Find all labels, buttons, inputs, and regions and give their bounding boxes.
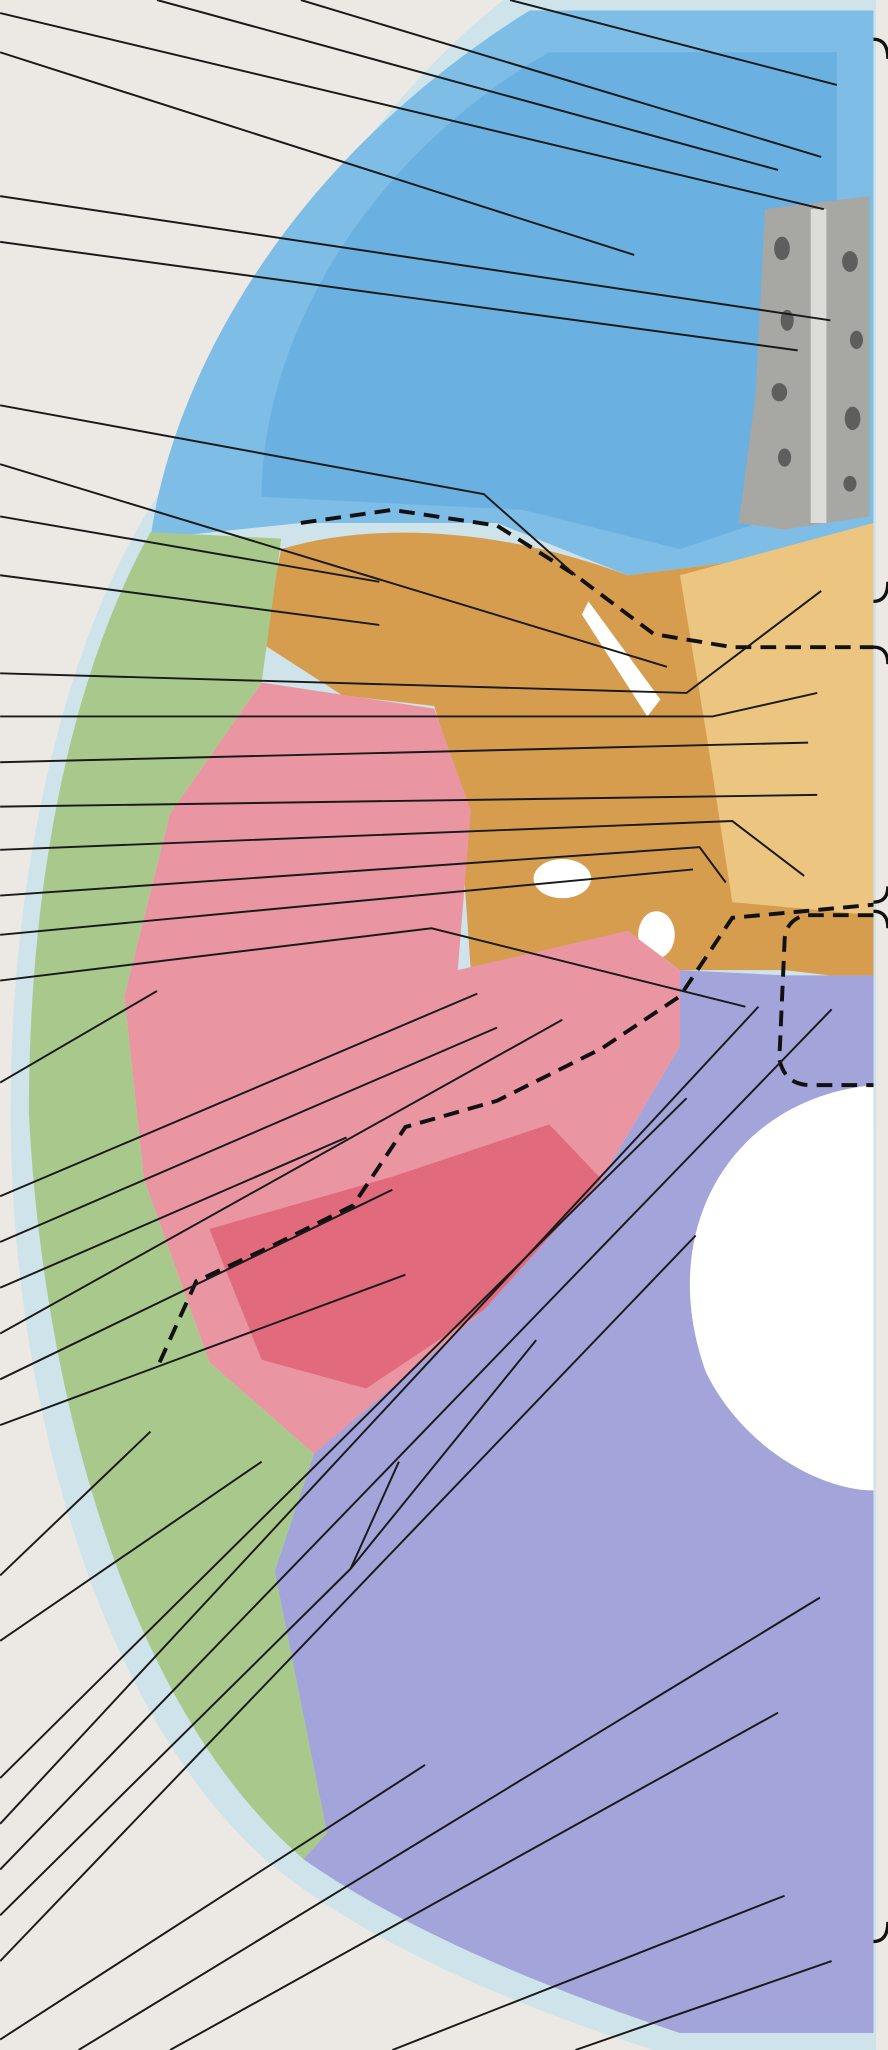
ethmoid-region bbox=[738, 196, 870, 530]
middle-region-light bbox=[679, 522, 874, 916]
crista bbox=[810, 209, 827, 523]
leader-lines bbox=[0, 0, 838, 2050]
fissure bbox=[581, 601, 661, 717]
foramen bbox=[533, 858, 592, 899]
dashed-boundaries bbox=[157, 507, 874, 1364]
petrous-shade bbox=[209, 1124, 602, 1389]
foramen-magnum bbox=[689, 1085, 874, 1491]
anterior-shade bbox=[261, 52, 837, 550]
